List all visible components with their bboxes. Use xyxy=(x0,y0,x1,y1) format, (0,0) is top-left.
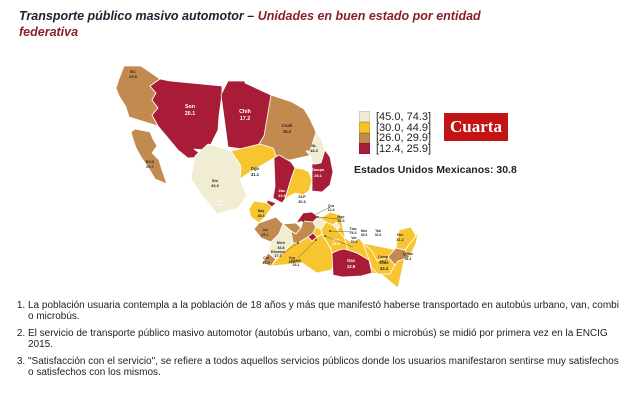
svg-text:Chih: Chih xyxy=(239,109,251,115)
svg-text:Nay: Nay xyxy=(258,209,265,213)
svg-text:32.9: 32.9 xyxy=(332,242,339,246)
svg-text:29.1: 29.1 xyxy=(261,233,268,237)
svg-text:74.3: 74.3 xyxy=(350,231,357,235)
svg-text:26.2: 26.2 xyxy=(283,129,292,134)
svg-text:48.3: 48.3 xyxy=(310,148,319,153)
svg-text:25.1: 25.1 xyxy=(314,173,323,178)
svg-text:Jal: Jal xyxy=(262,228,267,232)
svg-text:22.6: 22.6 xyxy=(278,193,287,198)
svg-text:Oax: Oax xyxy=(347,258,356,263)
svg-text:29.7: 29.7 xyxy=(146,164,155,169)
svg-text:30.6: 30.6 xyxy=(351,240,358,244)
svg-text:20.9: 20.9 xyxy=(217,203,223,207)
svg-text:Mich: Mich xyxy=(277,241,285,245)
svg-text:29.5: 29.5 xyxy=(129,74,138,79)
svg-text:Yuc: Yuc xyxy=(397,233,404,237)
svg-text:Q.Roo: Q.Roo xyxy=(403,252,413,256)
svg-text:20.1: 20.1 xyxy=(185,111,195,117)
svg-text:38.4: 38.4 xyxy=(258,214,265,218)
svg-text:52.0: 52.0 xyxy=(338,219,345,223)
svg-text:12.4: 12.4 xyxy=(328,208,335,212)
svg-text:27.0: 27.0 xyxy=(263,261,270,265)
svg-text:24.1: 24.1 xyxy=(293,263,300,267)
svg-text:SLP: SLP xyxy=(298,195,306,199)
svg-text:30.6: 30.6 xyxy=(298,200,305,204)
svg-text:43.4: 43.4 xyxy=(380,266,389,271)
svg-text:46.6: 46.6 xyxy=(211,183,220,188)
svg-text:Col: Col xyxy=(263,256,269,260)
svg-text:41.4: 41.4 xyxy=(405,257,412,261)
svg-text:32.3: 32.3 xyxy=(375,233,382,237)
svg-text:27.7: 27.7 xyxy=(380,260,387,264)
svg-text:Son: Son xyxy=(185,104,195,110)
svg-text:Dgo: Dgo xyxy=(251,166,260,171)
svg-text:12.9: 12.9 xyxy=(347,264,356,269)
svg-text:Tamps: Tamps xyxy=(312,167,325,172)
svg-text:30.3: 30.3 xyxy=(361,233,368,237)
svg-text:Coah: Coah xyxy=(282,123,293,128)
svg-text:41.1: 41.1 xyxy=(251,172,260,177)
svg-text:Camp: Camp xyxy=(378,255,389,259)
svg-text:27.3: 27.3 xyxy=(275,254,282,258)
svg-text:31.2: 31.2 xyxy=(396,238,403,242)
svg-text:17.2: 17.2 xyxy=(240,116,250,122)
